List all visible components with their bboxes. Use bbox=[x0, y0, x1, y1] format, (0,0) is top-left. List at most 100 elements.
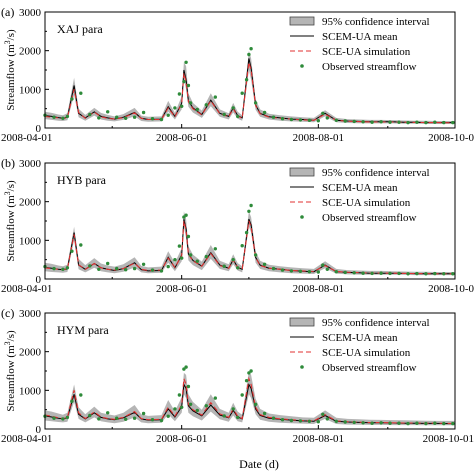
observed-point bbox=[321, 111, 325, 116]
observed-point bbox=[231, 106, 235, 110]
observed-point bbox=[451, 272, 455, 276]
observed-point bbox=[97, 267, 101, 271]
observed-point bbox=[188, 402, 193, 406]
y-tick-label: 0 bbox=[36, 424, 42, 436]
observed-point bbox=[115, 115, 119, 119]
observed-point bbox=[195, 259, 199, 263]
x-tick-label: 2008-06-01 bbox=[156, 283, 207, 295]
x-tick-label: 2008-04-01 bbox=[1, 283, 52, 295]
observed-point bbox=[132, 266, 137, 271]
panel-title: XAJ para bbox=[57, 22, 103, 36]
observed-point bbox=[352, 119, 356, 124]
observed-point bbox=[88, 112, 92, 117]
y-axis-label-tail: /s) bbox=[5, 180, 17, 191]
observed-point bbox=[106, 261, 110, 266]
observed-point bbox=[442, 272, 446, 276]
observed-point bbox=[249, 47, 253, 51]
legend-sim-label: SCE-UA simulation bbox=[322, 46, 411, 58]
observed-point bbox=[182, 79, 186, 84]
observed-point bbox=[271, 416, 276, 420]
observed-point bbox=[166, 264, 170, 269]
observed-point bbox=[321, 263, 325, 267]
observed-point bbox=[325, 417, 329, 421]
observed-point bbox=[88, 413, 92, 418]
observed-point bbox=[70, 249, 74, 253]
observed-point bbox=[188, 253, 193, 257]
observed-point bbox=[159, 269, 164, 273]
observed-point bbox=[240, 91, 244, 95]
observed-point bbox=[150, 418, 155, 422]
observed-point bbox=[115, 266, 119, 271]
observed-point bbox=[352, 271, 356, 275]
chart-panel: 0 1000 2000 3000 2008-04-01 2008-06-01 2008-08… bbox=[1, 306, 474, 445]
observed-point bbox=[141, 262, 146, 266]
observed-point bbox=[253, 253, 258, 257]
observed-point bbox=[325, 116, 329, 120]
legend-ci-label: 95% confidence interval bbox=[322, 167, 430, 179]
observed-point bbox=[150, 268, 155, 272]
x-tick-label: 2008-10-01 bbox=[423, 433, 474, 445]
observed-point bbox=[370, 271, 374, 276]
observed-point bbox=[70, 399, 74, 403]
observed-point bbox=[231, 258, 235, 262]
observed-point bbox=[159, 418, 164, 423]
observed-point bbox=[52, 115, 56, 119]
observed-point bbox=[424, 272, 428, 276]
confidence-band bbox=[45, 371, 455, 426]
observed-point bbox=[343, 420, 347, 424]
observed-point bbox=[247, 52, 251, 57]
observed-point bbox=[166, 113, 170, 117]
legend-obs-swatch bbox=[300, 64, 304, 68]
observed-point bbox=[244, 379, 249, 383]
observed-point bbox=[433, 271, 437, 276]
observed-point bbox=[307, 270, 312, 274]
y-axis-label-tail: /s) bbox=[5, 29, 17, 40]
observed-point bbox=[451, 120, 455, 125]
x-tick-label: 2008-08-01 bbox=[293, 433, 344, 445]
observed-point bbox=[61, 267, 65, 271]
observed-point bbox=[115, 416, 119, 420]
panel-title: HYB para bbox=[57, 173, 107, 187]
y-axis-label-superscript: 3 bbox=[3, 191, 12, 195]
observed-point bbox=[361, 120, 365, 124]
y-axis-label-superscript: 3 bbox=[3, 341, 12, 345]
observed-point bbox=[316, 420, 320, 424]
observed-point bbox=[361, 271, 365, 275]
legend-sim-label: SCE-UA simulation bbox=[322, 197, 411, 209]
observed-point bbox=[388, 271, 392, 276]
observed-point bbox=[132, 115, 137, 119]
y-axis-label-tail: /s) bbox=[5, 330, 17, 341]
x-tick-label: 2008-04-01 bbox=[1, 433, 52, 445]
observed-point bbox=[379, 120, 383, 124]
chart-panel: 0 1000 2000 3000 2008-04-01 2008-06-01 2008-08… bbox=[1, 5, 474, 144]
observed-point bbox=[236, 415, 240, 420]
observed-point bbox=[182, 215, 186, 219]
observed-point bbox=[334, 118, 338, 123]
observed-point bbox=[406, 421, 410, 426]
observed-point bbox=[316, 270, 320, 274]
observed-point bbox=[106, 411, 110, 415]
observed-point bbox=[204, 103, 208, 107]
legend-obs-label: Observed streamflow bbox=[322, 362, 416, 374]
observed-point bbox=[180, 256, 184, 260]
observed-point bbox=[150, 117, 155, 121]
observed-point bbox=[424, 421, 428, 426]
sce-ua-simulation-line bbox=[44, 62, 455, 124]
observed-point bbox=[240, 244, 244, 248]
observed-point bbox=[65, 415, 70, 420]
observed-point bbox=[397, 421, 401, 425]
legend-ci-label: 95% confidence interval bbox=[322, 317, 430, 329]
observed-point bbox=[177, 393, 182, 397]
x-tick-label: 2008-08-01 bbox=[293, 132, 344, 144]
observed-point bbox=[388, 120, 392, 124]
observed-point bbox=[188, 101, 193, 105]
x-tick-label: 2008-06-01 bbox=[156, 433, 207, 445]
observed-point bbox=[184, 365, 188, 369]
observed-point bbox=[247, 209, 251, 213]
observed-point bbox=[325, 267, 329, 271]
observed-point bbox=[132, 416, 137, 420]
observed-point bbox=[406, 272, 410, 276]
observed-point bbox=[370, 120, 374, 124]
observed-point bbox=[222, 414, 226, 418]
